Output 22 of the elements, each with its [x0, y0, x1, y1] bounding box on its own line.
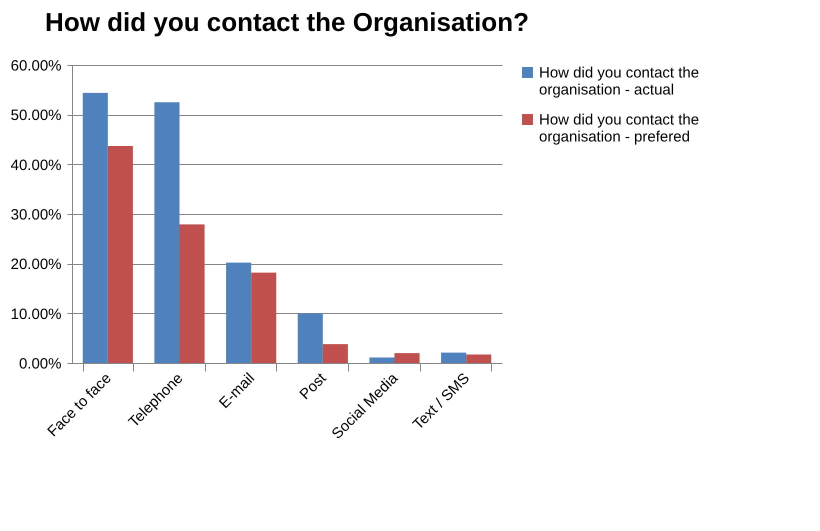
bar [154, 102, 180, 363]
chart-title: How did you contact the Organisation? [45, 7, 529, 37]
bar [394, 353, 420, 363]
bar [322, 344, 348, 363]
bar [226, 262, 252, 363]
y-tick-label: 0.00% [18, 356, 62, 372]
bar [466, 354, 492, 363]
bar [369, 358, 394, 363]
y-tick-label: 40.00% [10, 156, 62, 174]
y-tick-label: 30.00% [10, 206, 62, 224]
legend-label: How did you contact the organisation - prefered [539, 112, 700, 146]
bar [251, 272, 276, 363]
bar [298, 313, 323, 363]
y-tick-label: 50.00% [10, 107, 62, 124]
bar [441, 352, 466, 363]
legend-label: How did you contact the organisation - actual [539, 64, 700, 98]
bar [180, 224, 205, 363]
y-tick-label: 10.00% [10, 306, 62, 323]
bar [108, 146, 133, 363]
y-tick-label: 20.00% [10, 256, 62, 274]
bar [82, 92, 108, 363]
y-tick-label: 60.00% [10, 58, 62, 74]
